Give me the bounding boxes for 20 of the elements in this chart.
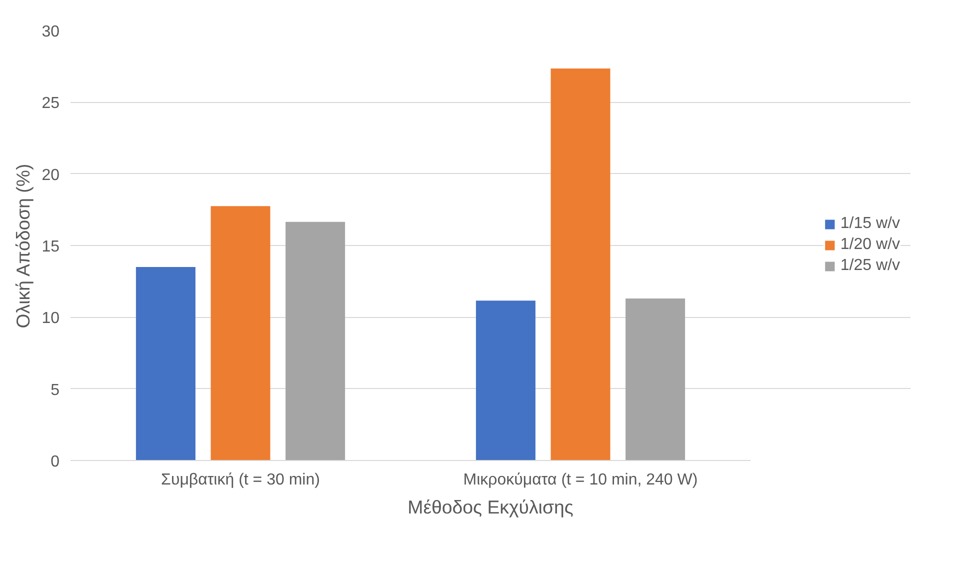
y-axis-title: Ολική Απόδοση (%) — [12, 164, 34, 328]
bar — [626, 298, 686, 460]
y-tick-label: 15 — [42, 238, 60, 256]
y-tick-label: 25 — [42, 95, 60, 112]
bar — [210, 206, 270, 460]
bar — [476, 300, 536, 460]
x-tick-label: Μικροκύματα (t = 10 min, 240 W) — [463, 472, 698, 488]
bar — [136, 267, 196, 460]
y-tick-label: 5 — [50, 382, 60, 399]
legend-label: 1/25 w/v — [840, 257, 900, 275]
y-tick-label: 0 — [50, 454, 60, 470]
bar — [550, 68, 610, 460]
x-tick-label: Συμβατική (t = 30 min) — [161, 472, 320, 488]
x-axis-title: Μέθοδος Εκχύλισης — [408, 496, 574, 518]
y-tick-label: 30 — [42, 24, 60, 40]
y-tick-label: 20 — [42, 166, 60, 184]
legend-label: 1/20 w/v — [840, 236, 900, 254]
y-tick-label: 10 — [42, 310, 60, 328]
legend-label: 1/15 w/v — [840, 215, 900, 233]
bar — [286, 222, 346, 460]
